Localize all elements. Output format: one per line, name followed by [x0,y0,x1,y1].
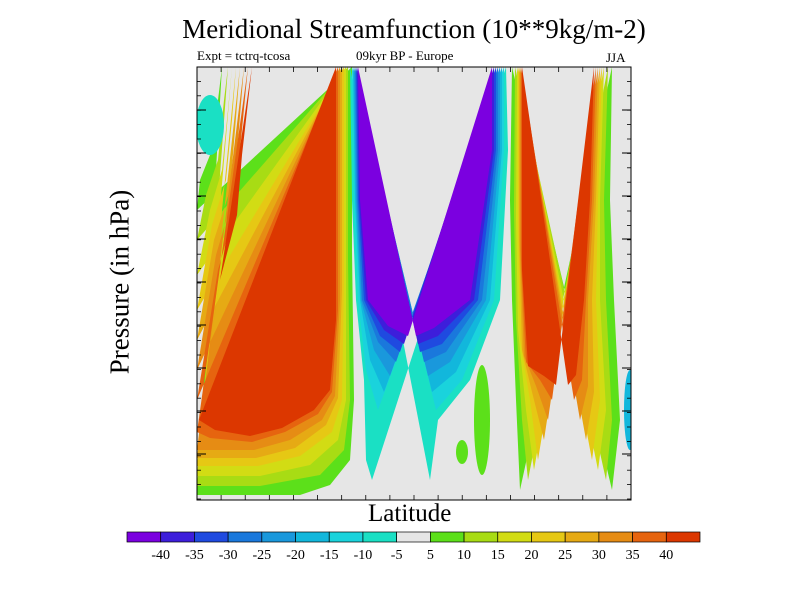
colorbar-label: 20 [524,548,538,563]
colorbar-label: -35 [185,548,204,563]
colorbar-label: 35 [626,548,640,563]
x-axis-label: Latitude [368,500,452,527]
colorbar-label: -25 [252,548,271,563]
colorbar-label: 5 [427,548,434,563]
colorbar-label: -30 [219,548,238,563]
pos-cell-west-max [199,67,336,436]
colorbar-swatch [227,531,263,543]
colorbar-swatch [160,531,195,543]
period-label: 09kyr BP - Europe [356,48,454,63]
colorbar-swatch [598,531,633,543]
colorbar-label: -40 [151,548,170,563]
colorbar-swatch [430,531,465,543]
colorbar-swatch [295,531,330,543]
experiment-label: Expt = tctrq-tcosa [197,48,291,63]
pos-blob-center [474,365,490,475]
chart-title: Meridional Streamfunction (10**9kg/m-2) [182,14,646,44]
colorbar: -40 -35 -30 -25 -20 -15 -10 -5 5 10 15 20 25 30 35 40 [126,531,701,563]
colorbar-swatch [362,531,397,543]
colorbar-swatch [463,531,499,543]
colorbar-label: 10 [457,548,471,563]
colorbar-label: -15 [320,548,339,563]
colorbar-label: 30 [592,548,606,563]
season-label: JJA [606,50,626,65]
colorbar-swatch [564,531,600,543]
colorbar-swatch [396,531,431,543]
colorbar-label: -20 [286,548,305,563]
pos-blob-small [456,440,468,464]
colorbar-swatch [531,531,566,543]
colorbar-swatch [328,531,364,543]
colorbar-swatch [194,531,229,543]
colorbar-label: -5 [391,548,403,563]
neg-blob-east-edge [624,370,631,450]
colorbar-label: 40 [659,548,673,563]
neg-cell-minus40 [358,67,492,336]
colorbar-label: 25 [558,548,572,563]
colorbar-label: -10 [354,548,373,563]
colorbar-swatch [261,531,296,543]
colorbar-swatch [126,531,162,543]
colorbar-swatch [632,531,667,543]
colorbar-label: 15 [491,548,505,563]
pos-cell-east-max [522,67,594,385]
colorbar-swatch [665,531,701,543]
colorbar-swatch [497,531,532,543]
